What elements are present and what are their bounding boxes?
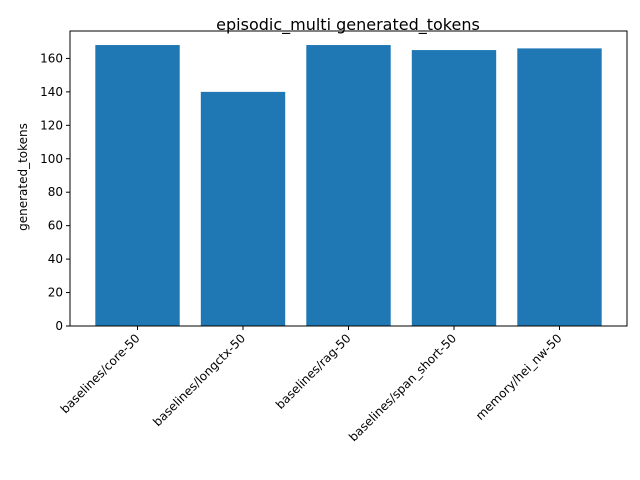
y-axis: 0 20 40 60 80 100 120 140 160 xyxy=(40,51,70,333)
y-tick-label: 120 xyxy=(40,118,63,132)
bar xyxy=(95,45,180,327)
y-tick-label: 100 xyxy=(40,152,63,166)
x-tick-label: baselines/longctx-50 xyxy=(150,331,248,429)
y-tick-label: 80 xyxy=(48,185,63,199)
bar xyxy=(517,48,602,326)
y-tick-label: 60 xyxy=(48,219,63,233)
x-tick-label: baselines/span_short-50 xyxy=(346,331,459,444)
y-tick-label: 140 xyxy=(40,85,63,99)
y-tick-label: 20 xyxy=(48,286,63,300)
x-tick-label: baselines/core-50 xyxy=(58,331,143,416)
plot-frame xyxy=(69,30,628,327)
bar xyxy=(306,45,391,327)
y-tick-label: 40 xyxy=(48,252,63,266)
bars-layer xyxy=(95,45,602,327)
x-tick-label: baselines/rag-50 xyxy=(273,331,354,412)
bar xyxy=(200,91,286,326)
bar xyxy=(411,50,497,326)
chart-title: episodic_multi generated_tokens xyxy=(216,15,480,35)
x-axis: baselines/core-50 baselines/longctx-50 bas… xyxy=(58,326,565,444)
y-tick-label: 0 xyxy=(55,319,63,333)
y-axis-label: generated_tokens xyxy=(16,123,30,231)
x-tick-label: memory/hei_nw-50 xyxy=(473,331,565,423)
y-tick-label: 160 xyxy=(40,51,63,65)
